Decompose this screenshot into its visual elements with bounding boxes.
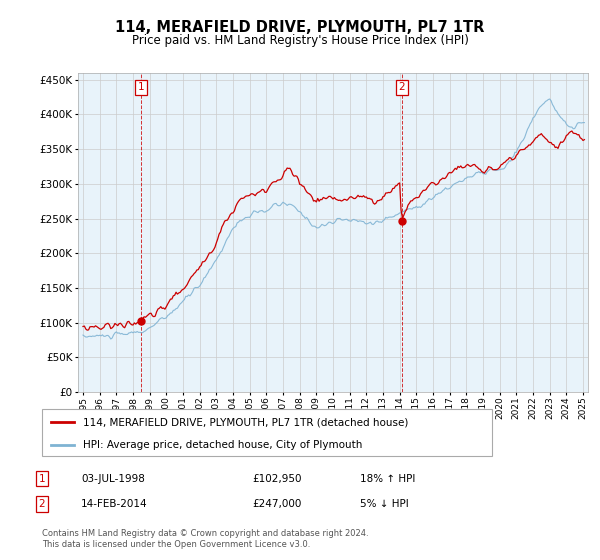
Text: 03-JUL-1998: 03-JUL-1998 — [81, 474, 145, 484]
Text: Price paid vs. HM Land Registry's House Price Index (HPI): Price paid vs. HM Land Registry's House … — [131, 34, 469, 46]
Text: £247,000: £247,000 — [252, 499, 301, 509]
Text: £102,950: £102,950 — [252, 474, 302, 484]
Text: 1: 1 — [138, 82, 145, 92]
Text: 114, MERAFIELD DRIVE, PLYMOUTH, PL7 1TR: 114, MERAFIELD DRIVE, PLYMOUTH, PL7 1TR — [115, 20, 485, 35]
Text: HPI: Average price, detached house, City of Plymouth: HPI: Average price, detached house, City… — [83, 440, 362, 450]
Text: 18% ↑ HPI: 18% ↑ HPI — [360, 474, 415, 484]
Text: 1: 1 — [38, 474, 46, 484]
Text: Contains HM Land Registry data © Crown copyright and database right 2024.
This d: Contains HM Land Registry data © Crown c… — [42, 529, 368, 549]
Text: 5% ↓ HPI: 5% ↓ HPI — [360, 499, 409, 509]
FancyBboxPatch shape — [42, 409, 492, 456]
Text: 2: 2 — [38, 499, 46, 509]
Text: 2: 2 — [398, 82, 405, 92]
Text: 114, MERAFIELD DRIVE, PLYMOUTH, PL7 1TR (detached house): 114, MERAFIELD DRIVE, PLYMOUTH, PL7 1TR … — [83, 417, 408, 427]
Text: 14-FEB-2014: 14-FEB-2014 — [81, 499, 148, 509]
